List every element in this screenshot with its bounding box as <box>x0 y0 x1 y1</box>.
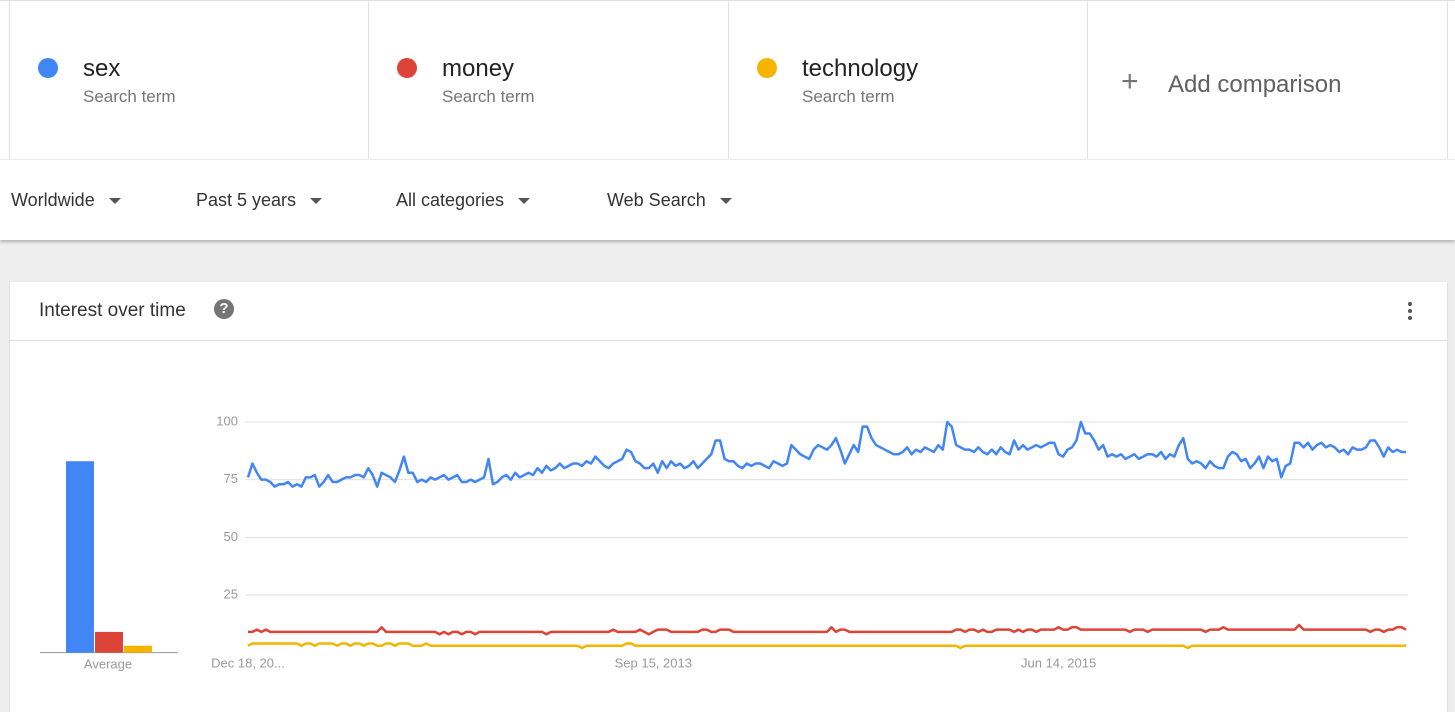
term-color <box>757 58 777 78</box>
average-bar <box>124 645 152 653</box>
term-name: sex <box>83 55 121 82</box>
x-tick-label: Jun 14, 2015 <box>1021 655 1096 670</box>
term-color <box>397 58 417 78</box>
caret <box>518 198 531 205</box>
term-card[interactable]: money Search term <box>368 1 728 159</box>
series-line <box>247 642 1406 650</box>
filter-dropdown[interactable]: Web Search <box>607 190 732 211</box>
term-card[interactable]: technology Search term <box>728 1 1088 159</box>
filter-label: All categories <box>396 190 505 210</box>
term-type: Search term <box>802 87 895 106</box>
y-tick-label: 75 <box>224 471 238 486</box>
series-line <box>248 623 1407 636</box>
add-comparison[interactable]: + Add comparison <box>1087 1 1448 159</box>
chart-card: Interest over time ? <box>10 282 1447 712</box>
caret <box>719 198 732 205</box>
filter-dropdown[interactable]: Worldwide <box>11 190 121 211</box>
x-tick-label: Dec 18, 20... <box>211 655 285 670</box>
filter-label: Web Search <box>607 190 706 210</box>
caret <box>108 198 121 205</box>
term-type: Search term <box>442 87 535 106</box>
divider <box>10 340 1447 341</box>
y-tick-label: 50 <box>224 529 238 544</box>
filter-dropdown[interactable]: All categories <box>396 190 531 211</box>
plus-icon: + <box>1121 65 1139 98</box>
term-type: Search term <box>83 87 176 106</box>
average-bar <box>95 631 123 653</box>
term-card[interactable]: sex Search term <box>9 1 369 159</box>
caret <box>310 198 323 205</box>
filter-label: Past 5 years <box>196 190 297 210</box>
add-comparison-label: Add comparison <box>1168 71 1342 98</box>
y-tick-label: 100 <box>216 413 238 428</box>
comparison-bar: sex Search term money Search term techno… <box>0 0 1455 159</box>
filter-dropdown[interactable]: Past 5 years <box>196 190 323 211</box>
term-color <box>38 58 58 78</box>
filter-bar: Worldwide Past 5 years All categories We… <box>0 160 1455 240</box>
series-line <box>246 420 1406 488</box>
x-tick-label: Sep 15, 2013 <box>615 655 692 670</box>
menu-button[interactable] <box>1408 302 1414 323</box>
term-name: technology <box>802 55 919 82</box>
filter-label: Worldwide <box>11 190 95 210</box>
average-bar <box>66 461 94 653</box>
help-icon[interactable]: ? <box>214 299 234 319</box>
term-name: money <box>442 55 515 82</box>
average-label: Average <box>84 656 132 671</box>
y-tick-label: 25 <box>224 586 238 601</box>
chart-title: Interest over time <box>39 300 186 321</box>
